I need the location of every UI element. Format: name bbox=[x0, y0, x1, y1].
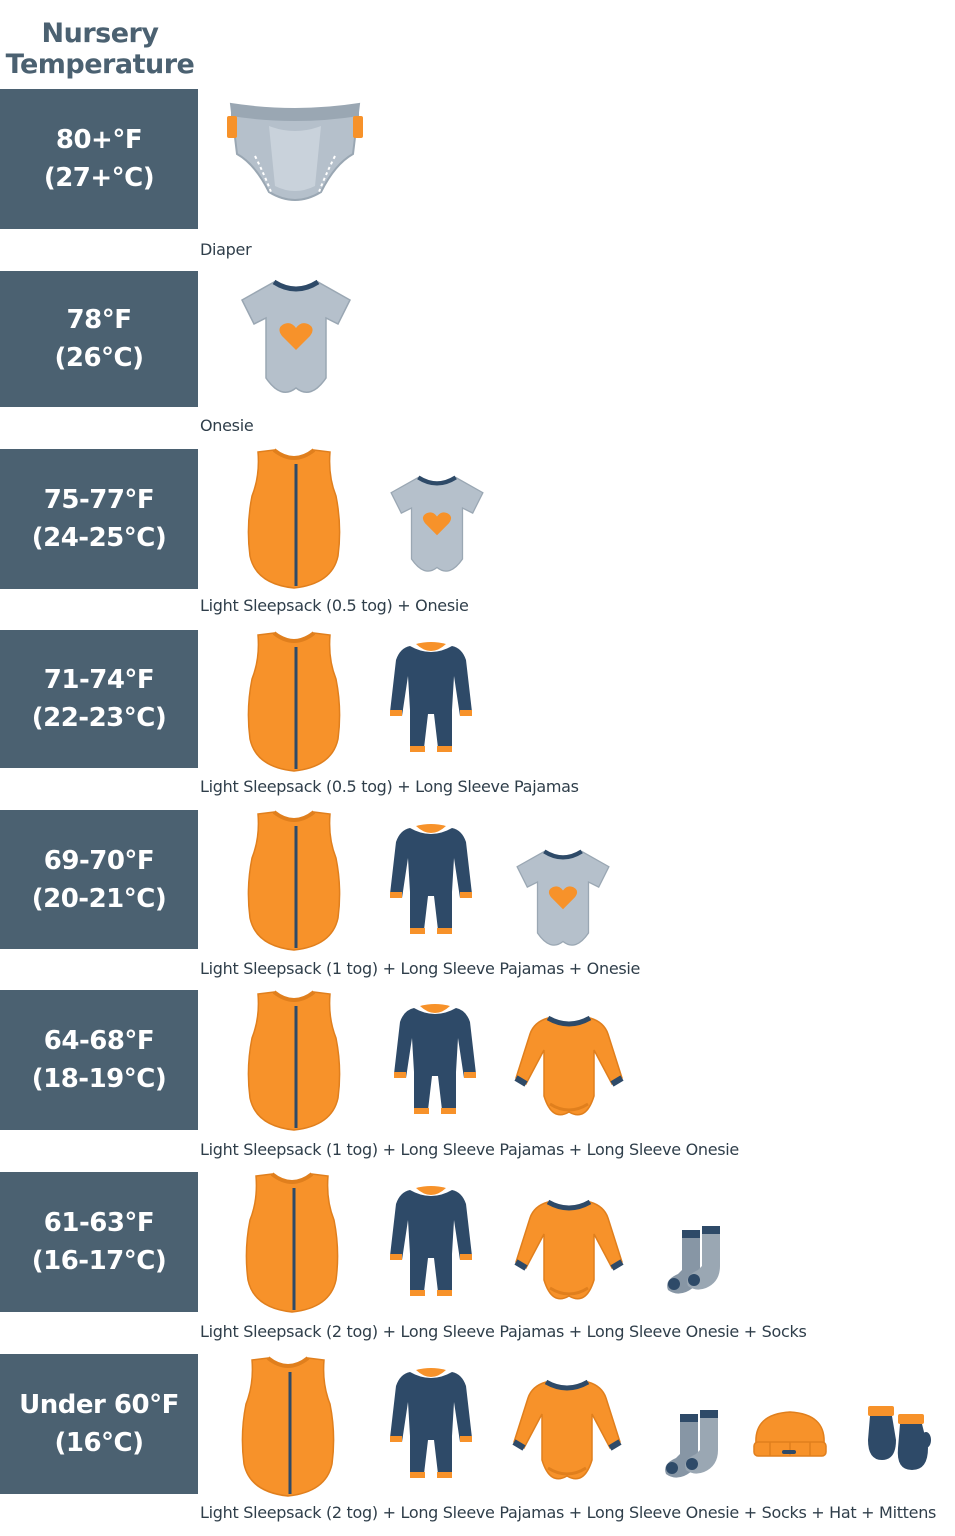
temp-fahrenheit: 75-77°F bbox=[43, 485, 155, 515]
sleepsack-icon bbox=[244, 446, 344, 591]
pajamas-icon bbox=[390, 998, 480, 1123]
socks-icon bbox=[660, 1226, 730, 1301]
temp-fahrenheit: 80+°F bbox=[55, 125, 143, 155]
clothing-caption: Light Sleepsack (1 tog) + Long Sleeve Pa… bbox=[200, 959, 641, 978]
clothing-caption: Light Sleepsack (1 tog) + Long Sleeve Pa… bbox=[200, 1140, 739, 1159]
pajamas-icon bbox=[386, 636, 476, 761]
sleepsack-icon bbox=[242, 1170, 342, 1315]
pajamas-icon bbox=[386, 1180, 476, 1305]
clothing-caption: Diaper bbox=[200, 240, 252, 259]
clothing-caption: Light Sleepsack (2 tog) + Long Sleeve Pa… bbox=[200, 1503, 937, 1522]
temp-celsius: (26°C) bbox=[54, 343, 144, 373]
temp-celsius: (24-25°C) bbox=[31, 523, 167, 553]
pajamas-icon bbox=[386, 1362, 476, 1487]
page-title: Nursery Temperature bbox=[0, 18, 200, 80]
temp-celsius: (22-23°C) bbox=[31, 703, 167, 733]
temperature-box: 69-70°F (20-21°C) bbox=[0, 810, 198, 949]
temp-fahrenheit: Under 60°F bbox=[19, 1390, 179, 1420]
onesie-icon bbox=[512, 848, 614, 954]
clothing-caption: Light Sleepsack (0.5 tog) + Onesie bbox=[200, 596, 469, 615]
clothing-caption: Onesie bbox=[200, 416, 254, 435]
temperature-box: Under 60°F (16°C) bbox=[0, 1354, 198, 1494]
temp-fahrenheit: 78°F bbox=[66, 305, 132, 335]
mittens-icon bbox=[864, 1404, 934, 1474]
sleepsack-icon bbox=[244, 808, 344, 953]
sleepsack-icon bbox=[238, 1354, 338, 1499]
sleepsack-icon bbox=[244, 629, 344, 774]
hat-icon bbox=[750, 1410, 830, 1460]
title-line-1: Nursery bbox=[41, 18, 159, 49]
temp-celsius: (27+°C) bbox=[43, 163, 155, 193]
clothing-caption: Light Sleepsack (0.5 tog) + Long Sleeve … bbox=[200, 777, 579, 796]
temperature-box: 75-77°F (24-25°C) bbox=[0, 449, 198, 589]
diaper-icon bbox=[225, 96, 365, 206]
long-sleeve-onesie-icon bbox=[512, 1376, 622, 1491]
temp-celsius: (16°C) bbox=[54, 1428, 144, 1458]
temp-celsius: (16-17°C) bbox=[31, 1246, 167, 1276]
temp-fahrenheit: 69-70°F bbox=[43, 845, 155, 876]
pajamas-icon bbox=[386, 818, 476, 943]
temperature-box: 80+°F (27+°C) bbox=[0, 89, 198, 229]
long-sleeve-onesie-icon bbox=[514, 1012, 624, 1127]
temp-celsius: (18-19°C) bbox=[31, 1064, 167, 1094]
temperature-box: 71-74°F (22-23°C) bbox=[0, 630, 198, 768]
temperature-box: 64-68°F (18-19°C) bbox=[0, 990, 198, 1130]
sleepsack-icon bbox=[244, 988, 344, 1133]
clothing-caption: Light Sleepsack (2 tog) + Long Sleeve Pa… bbox=[200, 1322, 807, 1341]
title-line-2: Temperature bbox=[5, 49, 195, 80]
socks-icon bbox=[658, 1410, 728, 1485]
onesie-icon bbox=[236, 278, 356, 403]
temperature-box: 78°F (26°C) bbox=[0, 271, 198, 407]
temperature-box: 61-63°F (16-17°C) bbox=[0, 1172, 198, 1312]
temp-fahrenheit: 64-68°F bbox=[43, 1026, 155, 1056]
temp-celsius: (20-21°C) bbox=[31, 883, 167, 914]
long-sleeve-onesie-icon bbox=[514, 1196, 624, 1311]
onesie-icon bbox=[386, 474, 488, 580]
temp-fahrenheit: 71-74°F bbox=[43, 665, 155, 695]
temp-fahrenheit: 61-63°F bbox=[43, 1208, 155, 1238]
